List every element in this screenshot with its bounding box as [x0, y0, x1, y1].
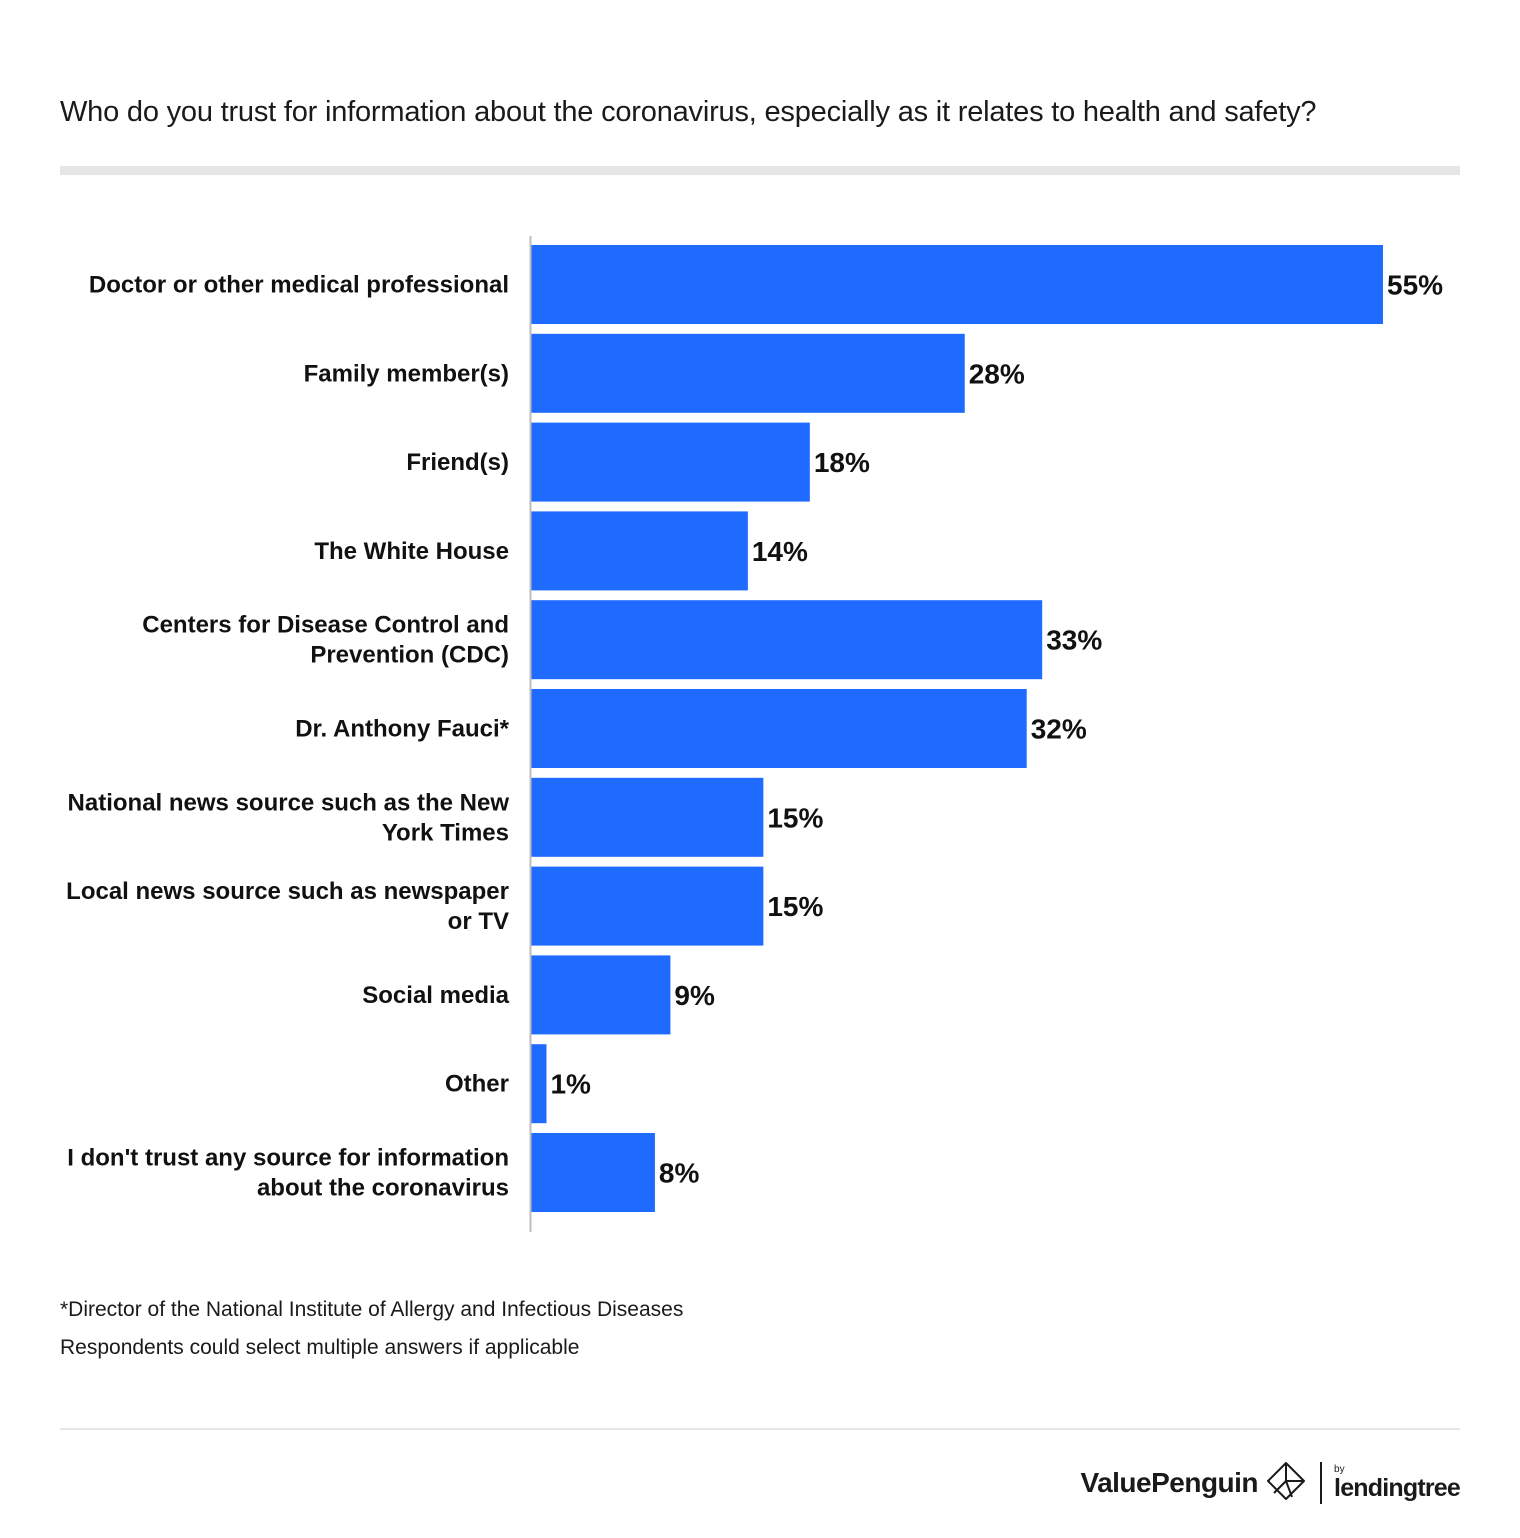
footnote-fauci: *Director of the National Institute of A…	[60, 1298, 684, 1321]
value-label-2: 18%	[814, 447, 870, 478]
value-label-3: 14%	[752, 536, 808, 567]
category-label-5: Dr. Anthony Fauci*	[295, 716, 509, 743]
bar-1	[531, 333, 965, 413]
lendingtree-logo-text: lendingtree	[1334, 1474, 1461, 1502]
chart-title: Who do you trust for information about t…	[60, 96, 1317, 128]
bar-5	[531, 689, 1027, 768]
lendingtree-logo: by lendingtree	[1334, 1464, 1461, 1502]
bar-8	[531, 955, 671, 1035]
bar-7	[531, 866, 764, 946]
bar-9	[531, 1044, 547, 1124]
category-label-1: Family member(s)	[304, 360, 509, 387]
footer-divider	[60, 1428, 1460, 1430]
value-label-7: 15%	[767, 891, 823, 922]
footnote-multiple-answers: Respondents could select multiple answer…	[60, 1336, 580, 1359]
valuepenguin-logo-icon	[1266, 1461, 1306, 1506]
brand-separator	[1320, 1462, 1323, 1504]
lendingtree-by-text: by	[1334, 1464, 1345, 1475]
value-label-4: 33%	[1046, 625, 1102, 656]
bar-10	[531, 1133, 655, 1212]
title-divider	[60, 166, 1460, 175]
bar-4	[531, 600, 1043, 680]
bar-chart: 55% Doctor or other medical professional 2…	[66, 236, 1443, 1232]
value-label-9: 1%	[550, 1069, 591, 1100]
bar-0	[531, 245, 1383, 324]
category-label-6: National news source such as the New York…	[68, 789, 510, 846]
category-label-10: I don't trust any source for information…	[67, 1145, 509, 1202]
value-label-0: 55%	[1387, 270, 1443, 301]
category-label-0: Doctor or other medical professional	[89, 272, 509, 299]
bar-3	[531, 511, 748, 591]
category-label-2: Friend(s)	[406, 449, 509, 476]
brand-logos: ValuePenguin by lendingtree	[1080, 1458, 1461, 1508]
value-label-10: 8%	[659, 1158, 700, 1189]
category-label-9: Other	[445, 1071, 509, 1098]
category-label-4: Centers for Disease Control and Preventio…	[142, 612, 509, 669]
value-label-5: 32%	[1031, 714, 1087, 745]
value-label-8: 9%	[674, 980, 715, 1011]
value-label-1: 28%	[969, 358, 1025, 389]
category-label-8: Social media	[362, 982, 509, 1009]
category-label-3: The White House	[314, 538, 509, 565]
bar-6	[531, 777, 764, 857]
bar-2	[531, 422, 810, 502]
valuepenguin-logo-text: ValuePenguin	[1080, 1467, 1259, 1498]
category-label-7: Local news source such as newspaper or TV	[66, 878, 509, 935]
value-label-6: 15%	[767, 802, 823, 833]
